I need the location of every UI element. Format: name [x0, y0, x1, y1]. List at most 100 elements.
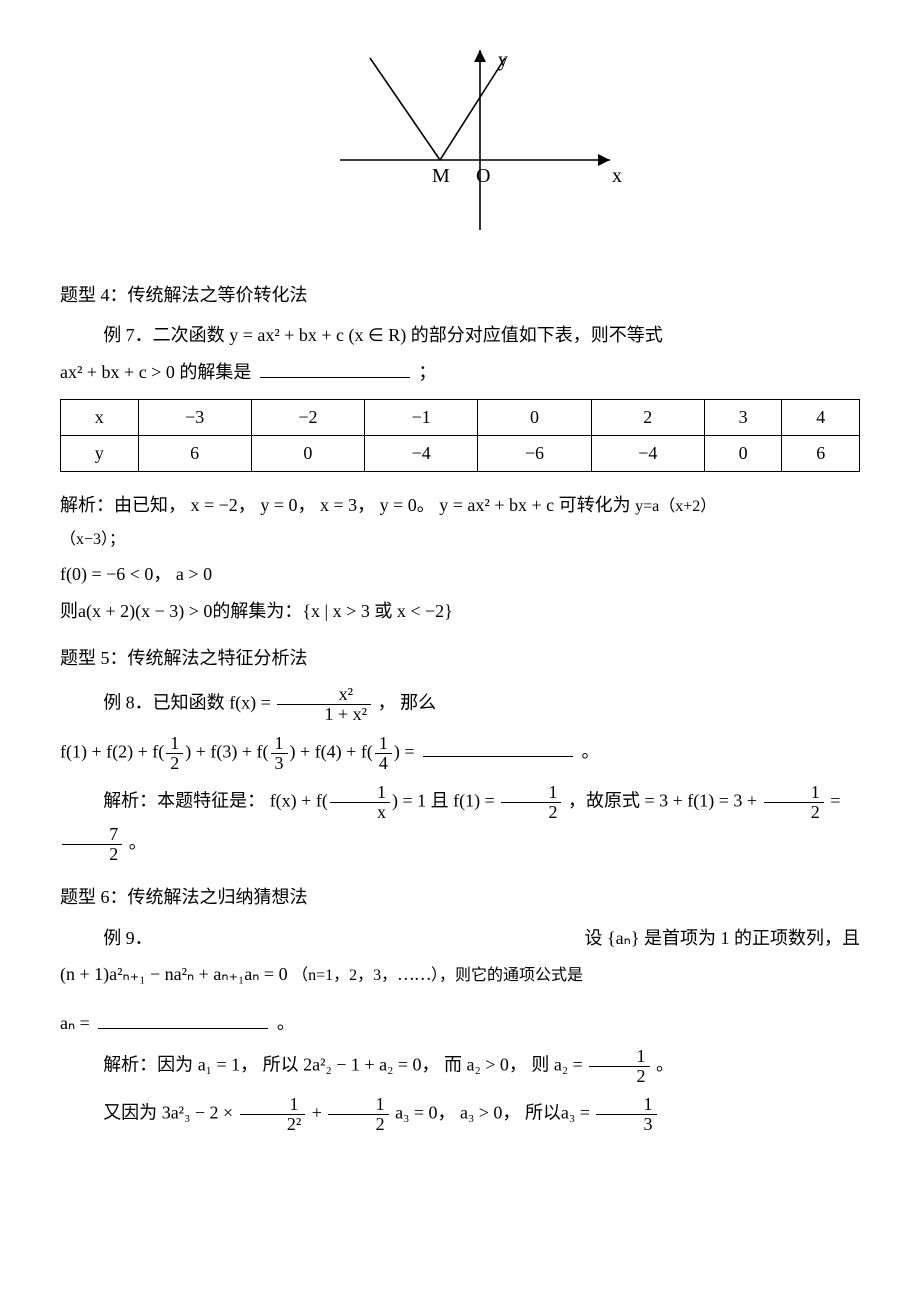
eq1: 2a²₂ − 1 + a₂ = 0， [303, 1054, 439, 1074]
an-lhs: aₙ = [60, 1013, 94, 1033]
a1: a₁ = 1， [198, 1054, 258, 1074]
a3-lhs: 所以a₃ = [525, 1103, 590, 1123]
a2-lhs: a₂ = [554, 1054, 583, 1074]
sum-mid1: ) + f(3) + f( [185, 741, 268, 761]
and-txt: 而 [444, 1054, 462, 1074]
ex7-suffix: 的解集是 [179, 362, 251, 382]
frac-third: 13 [271, 734, 288, 773]
th-c4: 0 [478, 400, 591, 436]
eq2-f2-den: 2 [328, 1114, 388, 1134]
th-c6: 3 [704, 400, 782, 436]
example8-line1: 例 8．已知函数 f(x) = x² 1 + x² ， 那么 [60, 683, 860, 726]
sol4-f0: f(0) = −6 < 0， a > 0 [60, 559, 860, 590]
ex7-mid: 的部分对应值如下表，则不等式 [411, 325, 663, 345]
th-c2: −2 [251, 400, 364, 436]
half3: 12 [764, 783, 824, 822]
ex7-punct: ； [418, 362, 436, 382]
ex7-prefix: 例 7．二次函数 [103, 325, 225, 345]
ex7-blank [260, 359, 410, 378]
td-c4: −6 [478, 435, 591, 471]
example9-row: 例 9． 设 {aₙ} 是首项为 1 的正项数列，且 [60, 923, 860, 954]
ex7-ineq: ax² + bx + c > 0 [60, 362, 175, 382]
sol4-conv1: y = ax² + bx + c [439, 495, 554, 515]
feat1-rhs: ) = 1 且 f(1) = [392, 790, 495, 810]
eq2-f1: 12² [240, 1095, 306, 1134]
ex8-prefix: 例 8．已知函数 [103, 693, 225, 713]
plus-sign: + [312, 1103, 327, 1123]
th-c7: 4 [782, 400, 860, 436]
ex8-suffix: ， 那么 [378, 693, 437, 713]
example8-sum-line: f(1) + f(2) + f(12) + f(3) + f(13) + f(4… [60, 732, 860, 775]
so-txt: 所以 [263, 1054, 299, 1074]
seven-den: 2 [62, 844, 122, 864]
a3-frac: 13 [596, 1095, 656, 1134]
eq2-f1-den: 2² [240, 1114, 306, 1134]
sol5-line: 解析：本题特征是： f(x) + f(1x) = 1 且 f(1) = 12 ，… [60, 781, 860, 867]
an-blank [98, 1010, 268, 1029]
seven-half: 72 [62, 825, 122, 864]
section5-heading: 题型 5：传统解法之特征分析法 [60, 643, 860, 674]
recur-cond: （n=1，2，3，⋯⋯），则它的通项公式是 [292, 967, 583, 984]
sol4-prefix: 解析：由已知， [60, 495, 186, 515]
section4-heading: 题型 4：传统解法之等价转化法 [60, 280, 860, 311]
a2-frac: 12 [589, 1047, 649, 1086]
td-c3: −4 [365, 435, 478, 471]
sol4-conv2: y=a（x+2） [635, 498, 716, 515]
eq2-rhs: a₃ = 0， [395, 1103, 455, 1123]
th-c3: −1 [365, 400, 478, 436]
half3-num: 1 [764, 783, 824, 802]
seven-num: 7 [62, 825, 122, 844]
svg-text:M: M [432, 165, 450, 187]
td-c6: 0 [704, 435, 782, 471]
a3pos: a₃ > 0， [460, 1103, 520, 1123]
half2: 12 [501, 783, 561, 822]
fx-lhs: f(x) = [229, 693, 271, 713]
svg-text:O: O [476, 165, 490, 187]
half2-num: 1 [501, 783, 561, 802]
sol5-pref: 解析：本题特征是： [103, 790, 265, 810]
td-c5: −4 [591, 435, 704, 471]
fx-frac: x² 1 + x² [277, 685, 371, 724]
half2-den: 2 [501, 802, 561, 822]
sol6-pref: 解析：因为 [103, 1054, 193, 1074]
eq2-f2: 12 [328, 1095, 388, 1134]
sum-punct: 。 [581, 741, 599, 761]
quarter-den: 4 [375, 753, 392, 773]
feat1-lhs: f(x) + f( [270, 790, 328, 810]
td-c2: 0 [251, 435, 364, 471]
a3-den: 3 [596, 1114, 656, 1134]
feat1-frac: 1x [330, 783, 390, 822]
quarter-num: 1 [375, 734, 392, 753]
values-table: x −3 −2 −1 0 2 3 4 y 6 0 −4 −6 −4 0 6 [60, 399, 860, 471]
example7-line1: 例 7．二次函数 y = ax² + bx + c (x ∈ R) 的部分对应值… [60, 320, 860, 351]
table-row: y 6 0 −4 −6 −4 0 6 [61, 435, 860, 471]
an-line: aₙ = 。 [60, 1008, 860, 1039]
sol4-conv-txt: 可转化为 [559, 495, 636, 515]
example7-line2: ax² + bx + c > 0 的解集是 ； [60, 357, 860, 388]
eq-sign: = [830, 790, 840, 810]
ex7-eq: y = ax² + bx + c (x ∈ R) [229, 325, 406, 345]
a3-num: 1 [596, 1095, 656, 1114]
section6-heading: 题型 6：传统解法之归纳猜想法 [60, 882, 860, 913]
frac-half: 12 [166, 734, 183, 773]
feat2-txt: ，故原式 = 3 + f(1) = 3 + [568, 790, 757, 810]
feat1-num: 1 [330, 783, 390, 802]
th-x: x [61, 400, 139, 436]
an-punct: 。 [277, 1013, 295, 1033]
td-c7: 6 [782, 435, 860, 471]
sol4-then: 则a(x + 2)(x − 3) > 0的解集为：{x | x > 3 或 x … [60, 596, 860, 627]
eq2-f1-num: 1 [240, 1095, 306, 1114]
sol4-p3: y = 0。 [380, 495, 435, 515]
sol5-tail: 。 [129, 833, 147, 853]
then-txt: 则 [531, 1054, 549, 1074]
sum-mid2: ) + f(4) + f( [290, 741, 373, 761]
td-c1: 6 [138, 435, 251, 471]
ex8-blank [423, 738, 573, 757]
half-den: 2 [166, 753, 183, 773]
sol4-line1: 解析：由已知， x = −2， y = 0， x = 3， y = 0。 y =… [60, 490, 860, 521]
fx-num: x² [277, 685, 371, 704]
a2-den: 2 [589, 1066, 649, 1086]
eq2-lhs: 3a²₃ − 2 × [162, 1103, 233, 1123]
line2-pref: 又因为 [103, 1103, 157, 1123]
td-y: y [61, 435, 139, 471]
